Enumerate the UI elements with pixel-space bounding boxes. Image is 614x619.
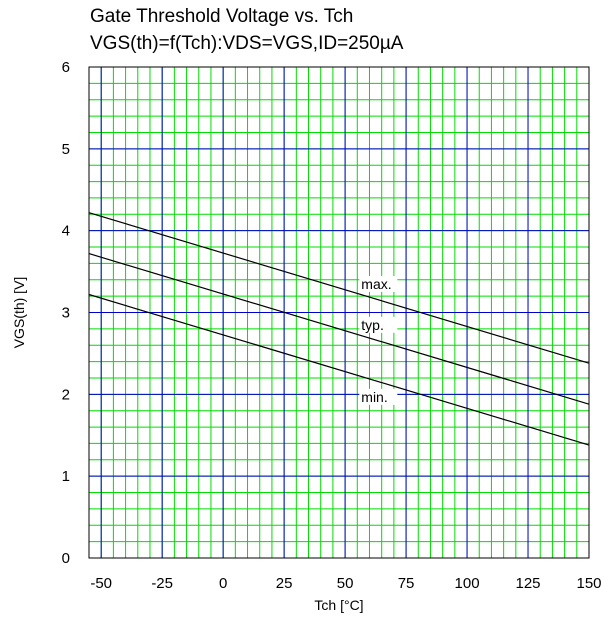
x-tick-label: 125 [516,575,541,592]
y-tick-label: 5 [62,141,70,158]
x-tick-label: 25 [276,575,293,592]
y-tick-labels: 0 1 2 3 4 5 6 [62,59,70,567]
series-label-background [359,275,398,292]
series-label-background [359,316,398,333]
series-line [88,293,590,446]
series-line [88,253,590,405]
chart-title: Gate Threshold Voltage vs. Tch [90,6,354,27]
y-tick-label: 3 [62,305,70,322]
x-tick-label: 75 [398,575,415,592]
x-tick-label: -25 [151,575,173,592]
x-axis-label: Tch [°C] [314,597,363,613]
series-label-background [359,388,398,405]
x-tick-label: -50 [90,575,112,592]
x-tick-label: 50 [337,575,354,592]
y-tick-label: 2 [62,386,70,403]
series-label: typ. [361,317,384,333]
y-tick-label: 1 [62,468,70,485]
y-tick-label: 0 [62,550,70,567]
x-tick-label: 150 [576,575,601,592]
major-gridlines [89,66,590,559]
y-axis-label: VGS(th) [V] [11,277,27,349]
series-group: max. typ. min. [88,212,590,446]
series-line [88,212,590,364]
y-tick-label: 6 [62,59,70,76]
x-tick-label: 100 [455,575,480,592]
series-label: min. [361,389,387,405]
y-tick-label: 4 [62,223,70,240]
series-label: max. [361,276,391,292]
x-tick-label: 0 [219,575,227,592]
chart-subtitle: VGS(th)=f(Tch):VDS=VGS,ID=250µA [90,33,404,54]
x-tick-labels: -50 -25 0 25 50 75 100 125 150 [90,575,601,592]
plot-frame [88,66,590,559]
